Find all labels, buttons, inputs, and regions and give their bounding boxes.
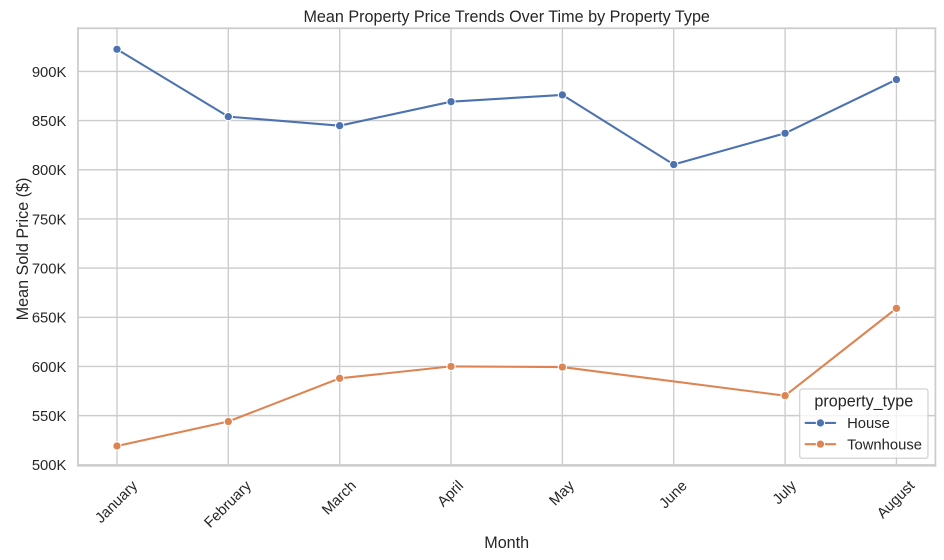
svg-text:Mean Sold Price ($): Mean Sold Price ($) bbox=[14, 178, 32, 321]
svg-text:Mean Property Price Trends Ove: Mean Property Price Trends Over Time by … bbox=[303, 8, 709, 26]
svg-text:Month: Month bbox=[484, 534, 529, 552]
svg-text:800K: 800K bbox=[32, 163, 67, 179]
svg-text:House: House bbox=[847, 416, 890, 432]
svg-text:500K: 500K bbox=[32, 458, 67, 474]
svg-text:900K: 900K bbox=[32, 65, 67, 81]
svg-text:Townhouse: Townhouse bbox=[847, 437, 922, 453]
svg-text:600K: 600K bbox=[32, 360, 67, 376]
svg-text:650K: 650K bbox=[32, 311, 67, 327]
svg-text:750K: 750K bbox=[32, 212, 67, 228]
svg-text:850K: 850K bbox=[32, 114, 67, 130]
svg-text:property_type: property_type bbox=[814, 393, 913, 411]
svg-text:550K: 550K bbox=[32, 409, 67, 425]
svg-text:700K: 700K bbox=[32, 261, 67, 277]
